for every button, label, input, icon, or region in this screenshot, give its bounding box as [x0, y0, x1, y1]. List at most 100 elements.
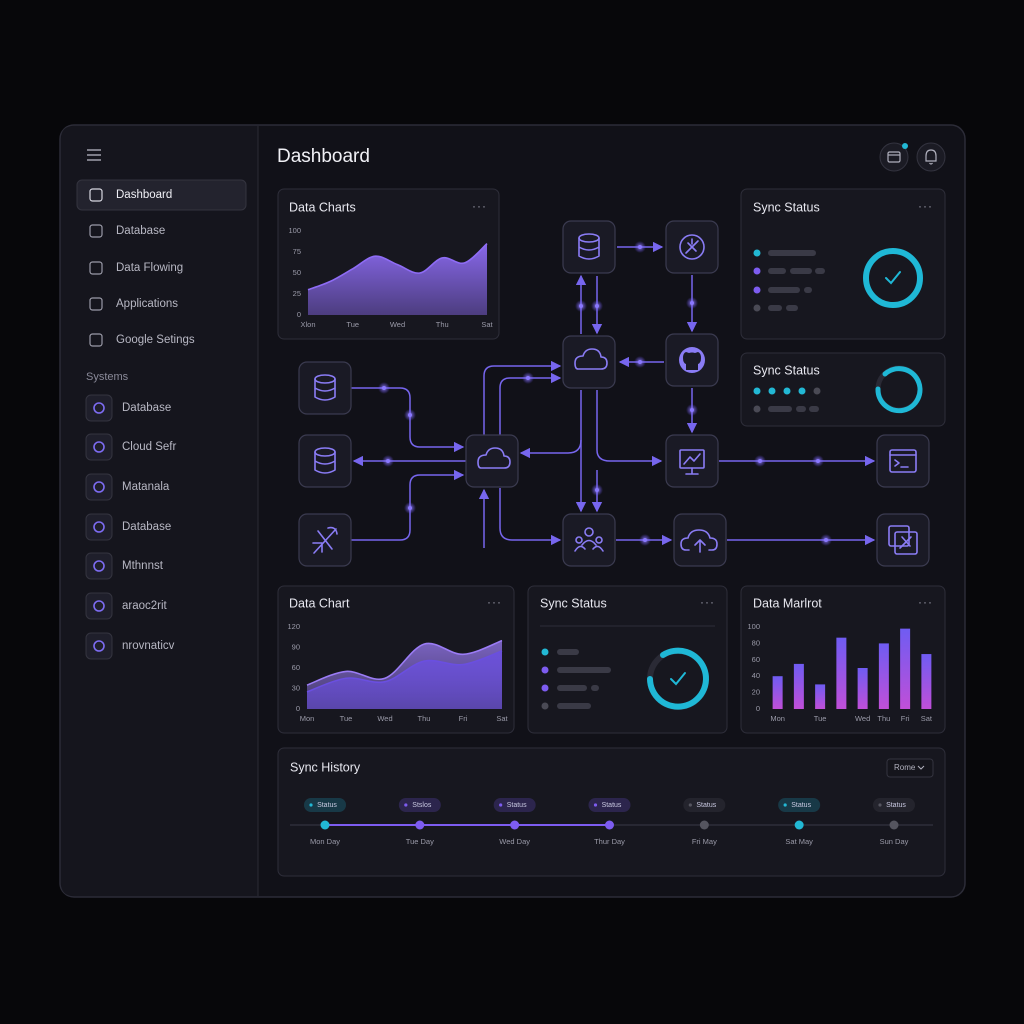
sync-status-card: Sync Status: [740, 352, 946, 427]
status-pill-dot: [499, 803, 503, 807]
timeline-item[interactable]: Status Fri May: [683, 798, 726, 846]
design-node-part: [876, 513, 930, 567]
nav-icon: [89, 261, 103, 275]
github-node-part: [683, 352, 701, 370]
data-market-card: Data Marlrot ··· 0 20 40 60 80 100 Mon Tue Wed Th…: [740, 585, 946, 734]
sync-status-card-part: [557, 685, 587, 691]
card-menu[interactable]: ···: [472, 199, 487, 213]
database-node[interactable]: [298, 361, 352, 415]
system-item[interactable]: nrovnaticv: [85, 632, 175, 660]
progress-ring: [863, 248, 923, 308]
timeline-dot: [699, 820, 709, 830]
sidebar: [61, 126, 258, 896]
cloud-node[interactable]: [562, 335, 616, 389]
timeline-dot: [605, 820, 614, 830]
x-tick-label: Tue: [346, 320, 359, 329]
github-node[interactable]: [665, 333, 719, 387]
filter-dropdown[interactable]: Rome: [886, 758, 934, 778]
nav-icon: [89, 188, 103, 202]
flow-edges-part: [596, 390, 663, 467]
sync-status-card-part: [753, 387, 761, 395]
system-item[interactable]: Mthnnst: [85, 552, 164, 580]
team-node-part: [574, 539, 604, 552]
flow-diagram: [298, 220, 930, 567]
card-menu[interactable]: ···: [918, 199, 933, 213]
system-label: Matanala: [122, 481, 170, 493]
x-tick-label: Xlon: [300, 320, 315, 329]
menu-button[interactable]: [87, 149, 101, 161]
data-chart-card: Data Chart ··· 0 30 60 90 120 Mon Tue Wed Thu Fri…: [277, 585, 515, 734]
y-tick-label: 20: [752, 688, 760, 697]
analytics-node[interactable]: [665, 434, 719, 488]
tools-node-part: [312, 526, 338, 554]
card-title: Sync Status: [753, 200, 820, 214]
sync-status-card-part: [813, 387, 821, 395]
design-node[interactable]: [876, 513, 930, 567]
timeline-item[interactable]: Status Wed Day: [493, 798, 536, 846]
flow-glow-dots-part: [638, 360, 642, 364]
upload-node[interactable]: [673, 513, 727, 567]
x-tick-label: Thu: [418, 714, 431, 723]
flow-glow-dots-part: [595, 488, 599, 492]
analytics-node-part: [665, 434, 719, 488]
service-node[interactable]: [665, 220, 719, 274]
system-icon: [85, 632, 113, 660]
status-pill: [683, 798, 726, 812]
timeline-item[interactable]: Status Sun Day: [873, 798, 915, 846]
x-tick-label: Tue: [340, 714, 353, 723]
notifications-button[interactable]: [916, 142, 946, 172]
flow-nodes: [298, 220, 930, 567]
nav-label: Google Setings: [116, 334, 195, 346]
x-tick-label: Sat: [481, 320, 493, 329]
system-label: nrovnaticv: [122, 640, 175, 652]
flow-glow-dots-part: [408, 413, 412, 417]
nav-item[interactable]: Google Setings: [89, 333, 195, 347]
system-icon: [85, 513, 113, 541]
card-menu[interactable]: ···: [487, 595, 502, 609]
sync-status-card: Sync Status ···: [740, 188, 946, 340]
y-tick-label: 80: [752, 638, 760, 647]
bar: [921, 654, 932, 709]
team-node-part: [575, 536, 583, 544]
data-charts-card-part: 0 25 50 75 100 Xlon Tue Wed Thu Sat: [288, 226, 493, 329]
day-label: Thur Day: [594, 837, 625, 846]
nav-item[interactable]: Applications: [89, 297, 178, 311]
nav-label: Dashboard: [116, 189, 172, 201]
cloud-hub-node[interactable]: [465, 434, 519, 488]
terminal-node[interactable]: [876, 434, 930, 488]
timeline-item[interactable]: Status Mon Day: [304, 798, 346, 846]
system-item[interactable]: Database: [85, 513, 171, 541]
timeline-item[interactable]: Status Thur Day: [588, 798, 631, 846]
system-icon: [85, 552, 113, 580]
sync-status-card-part: [753, 304, 761, 312]
system-item[interactable]: araoc2rit: [85, 592, 168, 620]
x-tick-label: Fri: [459, 714, 468, 723]
tools-node[interactable]: [298, 513, 352, 567]
database-node[interactable]: [298, 434, 352, 488]
calendar-button[interactable]: [879, 142, 909, 172]
design-node-part: [888, 525, 910, 547]
timeline-item[interactable]: Status Sat May: [778, 798, 821, 846]
system-item[interactable]: Database: [85, 394, 171, 422]
card-menu[interactable]: ···: [918, 595, 933, 609]
team-node[interactable]: [562, 513, 616, 567]
nav-item[interactable]: Database: [89, 224, 165, 238]
card-menu[interactable]: ···: [700, 595, 715, 609]
system-item[interactable]: Cloud Sefr: [85, 433, 177, 461]
sync-status-card-part: [753, 405, 761, 413]
system-item[interactable]: Matanala: [85, 473, 170, 501]
card-title: Data Marlrot: [753, 596, 822, 610]
flow-glow-dots-part: [643, 538, 647, 542]
nav-item[interactable]: Dashboard: [76, 179, 247, 211]
sync-status-card-part: [768, 387, 776, 395]
timeline-item[interactable]: Stslos Tue Day: [398, 798, 441, 846]
database-node[interactable]: [562, 220, 616, 274]
sidebar-menu: Dashboard Database Data Flowing Application…: [76, 179, 247, 660]
nav-label: Data Flowing: [116, 262, 183, 274]
system-icon-glyph: [93, 402, 105, 414]
nav-item[interactable]: Data Flowing: [89, 261, 183, 275]
card-title: Sync Status: [753, 363, 820, 377]
data-charts-card: Data Charts ··· 0 25 50 75 100 Xlon Tue Wed Thu S…: [277, 188, 500, 340]
sync-status-card-part: [768, 305, 782, 311]
